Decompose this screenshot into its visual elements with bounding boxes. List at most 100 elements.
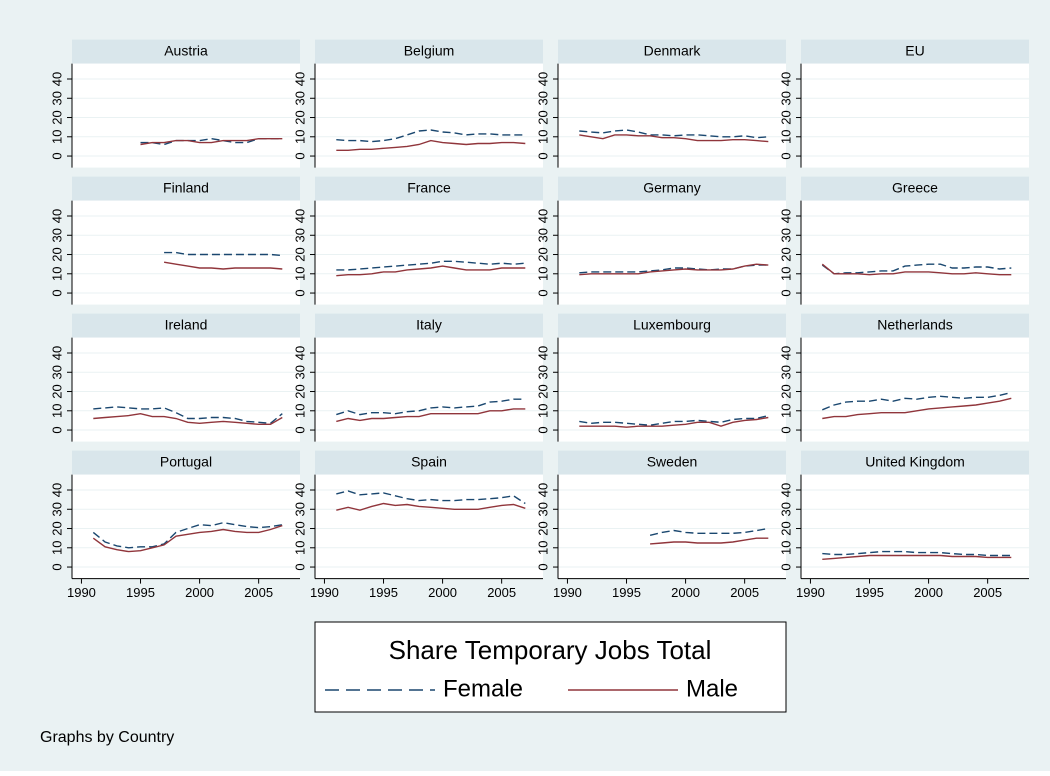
y-tick-label: 40 [535, 483, 550, 497]
y-tick-label: 10 [778, 267, 793, 281]
series-line [336, 490, 526, 505]
x-tick-label: 1995 [855, 585, 884, 600]
panel-title: Italy [416, 316, 442, 332]
x-tick-label: 1990 [310, 585, 339, 600]
y-tick-label: 10 [292, 404, 307, 418]
legend-label: Female [443, 675, 523, 702]
y-tick-label: 40 [292, 346, 307, 360]
y-tick-label: 10 [292, 541, 307, 555]
y-tick-label: 30 [292, 91, 307, 105]
series-line [579, 129, 769, 139]
panel-header [72, 176, 300, 201]
panel-title: Finland [163, 179, 209, 195]
y-tick-label: 30 [535, 228, 550, 242]
panel-header [558, 450, 786, 475]
plot-area [558, 474, 786, 579]
y-tick-label: 40 [49, 483, 64, 497]
panel-title: Austria [164, 42, 208, 58]
series-line [336, 408, 526, 423]
y-tick-label: 10 [535, 130, 550, 144]
series-line [579, 134, 769, 143]
series-line [649, 527, 769, 536]
y-tick-label: 40 [49, 209, 64, 223]
y-tick-label: 20 [292, 384, 307, 398]
panel-header [315, 39, 543, 64]
y-tick-label: 10 [535, 267, 550, 281]
plot-area [801, 337, 1029, 442]
x-tick-label: 2005 [730, 585, 759, 600]
series-line [92, 524, 283, 553]
y-tick-label: 30 [778, 365, 793, 379]
y-tick-label: 20 [535, 521, 550, 535]
series-line [579, 263, 769, 276]
panel-header [801, 313, 1029, 338]
y-tick-label: 10 [49, 267, 64, 281]
y-tick-label: 0 [778, 563, 793, 570]
y-tick-label: 30 [49, 502, 64, 516]
y-tick-label: 40 [778, 346, 793, 360]
legend-label: Male [686, 675, 738, 702]
x-tick-label: 1990 [796, 585, 825, 600]
y-tick-label: 0 [535, 563, 550, 570]
y-tick-label: 0 [535, 152, 550, 159]
y-tick-label: 10 [49, 541, 64, 555]
plot-area [315, 200, 543, 305]
x-tick-label: 2005 [973, 585, 1002, 600]
x-tick-label: 2000 [671, 585, 700, 600]
y-tick-label: 20 [49, 384, 64, 398]
plot-area [72, 63, 300, 168]
series-line [93, 412, 283, 425]
y-tick-label: 20 [535, 110, 550, 124]
note: Graphs by Country [40, 729, 174, 746]
panel-title: Spain [411, 453, 447, 469]
panel-header [558, 39, 786, 64]
legend-title: Share Temporary Jobs Total [389, 635, 712, 665]
y-tick-label: 20 [49, 110, 64, 124]
panel-title: Netherlands [877, 316, 953, 332]
plot-area [558, 200, 786, 305]
panel-header [801, 450, 1029, 475]
y-tick-label: 40 [292, 72, 307, 86]
y-tick-label: 40 [292, 209, 307, 223]
series-line [579, 416, 769, 428]
x-tick-label: 1995 [126, 585, 155, 600]
y-tick-label: 10 [778, 541, 793, 555]
y-tick-label: 30 [49, 365, 64, 379]
y-tick-label: 30 [535, 365, 550, 379]
series-line [822, 554, 1012, 560]
y-tick-label: 40 [778, 72, 793, 86]
y-tick-label: 0 [292, 426, 307, 433]
plot-area [801, 63, 1029, 168]
series-line [822, 550, 1012, 557]
y-tick-label: 10 [292, 267, 307, 281]
y-tick-label: 20 [49, 247, 64, 261]
y-tick-label: 0 [292, 152, 307, 159]
y-tick-label: 0 [49, 563, 64, 570]
series-line [821, 263, 1012, 276]
series-line [822, 391, 1012, 411]
y-tick-label: 0 [292, 563, 307, 570]
y-tick-label: 30 [535, 502, 550, 516]
plot-area [801, 200, 1029, 305]
y-tick-label: 0 [778, 426, 793, 433]
x-tick-label: 2000 [428, 585, 457, 600]
panel-header [315, 176, 543, 201]
y-tick-label: 30 [292, 502, 307, 516]
y-tick-label: 10 [49, 404, 64, 418]
y-tick-label: 10 [49, 130, 64, 144]
x-tick-label: 1995 [369, 585, 398, 600]
y-tick-label: 10 [292, 130, 307, 144]
y-tick-label: 30 [292, 365, 307, 379]
y-tick-label: 30 [292, 228, 307, 242]
series-line [336, 502, 526, 511]
x-tick-label: 2000 [914, 585, 943, 600]
y-tick-label: 20 [778, 384, 793, 398]
plot-area [558, 337, 786, 442]
series-line [650, 537, 769, 545]
y-tick-label: 0 [49, 152, 64, 159]
y-tick-label: 10 [535, 541, 550, 555]
panel-header [558, 313, 786, 338]
y-tick-label: 30 [778, 502, 793, 516]
x-tick-label: 1995 [612, 585, 641, 600]
y-tick-label: 40 [778, 209, 793, 223]
